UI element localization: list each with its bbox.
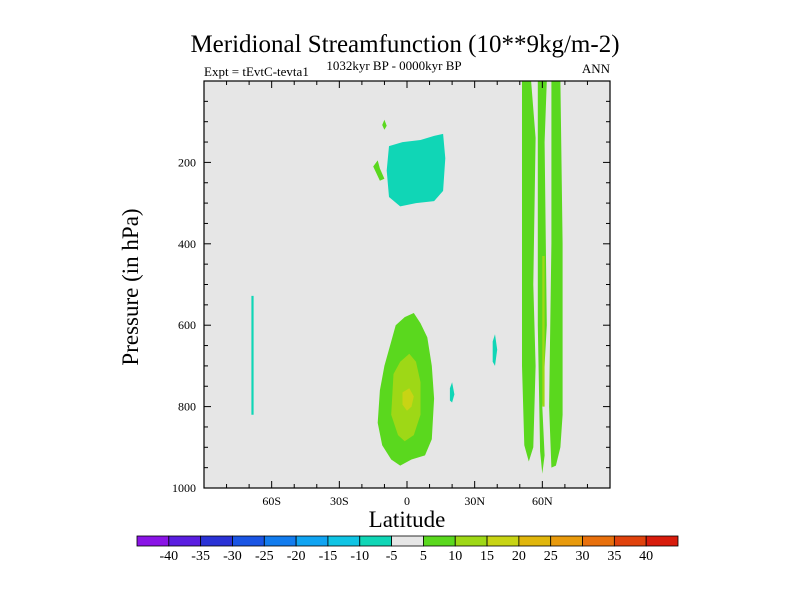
colorbar-swatch xyxy=(327,535,361,547)
chart-title: Meridional Streamfunction (10**9kg/m-2) xyxy=(190,31,619,58)
contour-region-nh-band-3-outer xyxy=(549,81,563,468)
colorbar-swatch xyxy=(613,535,647,547)
contour-region-northern-negative-strip-b xyxy=(449,382,455,403)
x-tick-label: 30S xyxy=(330,494,349,508)
colorbar-label: 30 xyxy=(576,549,590,564)
y-tick-label: 1000 xyxy=(172,481,196,495)
colorbar-swatch xyxy=(423,535,456,547)
colorbar-swatch xyxy=(136,535,170,547)
colorbar-swatch xyxy=(582,535,615,547)
contour-region-upper-south-positive-b xyxy=(382,119,387,130)
colorbar-label: 25 xyxy=(544,549,558,564)
colorbar-label: -35 xyxy=(191,549,210,564)
colorbar-label: -30 xyxy=(223,549,242,564)
colorbar-label: 40 xyxy=(639,549,653,564)
experiment-label: Expt = tEvtC-tevta1 xyxy=(204,64,309,79)
contour-region-upper-south-positive-a xyxy=(373,160,385,181)
colorbar-label: 20 xyxy=(512,549,526,564)
colorbar-swatch xyxy=(200,535,233,547)
colorbar-label: 5 xyxy=(420,549,427,564)
season-label: ANN xyxy=(582,61,611,76)
time-range-label: 1032kyr BP - 0000kyr BP xyxy=(326,58,461,73)
colorbar-swatch xyxy=(518,535,552,547)
colorbar-swatch xyxy=(295,535,329,547)
colorbar-swatch xyxy=(359,535,392,547)
contour-region-tropical-positive-core xyxy=(402,388,414,411)
x-tick-label: 30N xyxy=(464,494,485,508)
contour-region-nh-band-2-core xyxy=(542,256,545,407)
y-tick-label: 200 xyxy=(178,155,196,169)
y-tick-label: 400 xyxy=(178,237,196,251)
colorbar-swatch xyxy=(454,535,488,547)
y-axis-title: Pressure (in hPa) xyxy=(118,208,143,365)
colorbar: -40 -35 -30 -25 -20 -15 -10 -5 5 10 15 20 25 30 35 40 xyxy=(136,535,679,564)
contour-region-northern-negative-strip-a xyxy=(492,334,498,366)
x-tick-label: 60S xyxy=(262,494,281,508)
y-tick-label: 600 xyxy=(178,318,196,332)
colorbar-label: -5 xyxy=(386,549,398,564)
colorbar-label: -10 xyxy=(350,549,369,564)
contour-regions xyxy=(251,81,563,474)
colorbar-swatch xyxy=(391,535,424,547)
contour-region-southern-negative-band xyxy=(251,295,254,415)
contour-region-nh-band-1-outer xyxy=(522,81,536,462)
x-axis-title: Latitude xyxy=(369,507,446,532)
colorbar-swatch xyxy=(168,535,202,547)
x-tick-label: 60N xyxy=(532,494,553,508)
axis-ticks: 60S 30S 0 30N 60N 200 400 600 800 1000 xyxy=(172,81,610,508)
colorbar-label: -15 xyxy=(319,549,338,564)
colorbar-swatch xyxy=(263,535,297,547)
colorbar-swatch xyxy=(550,535,583,547)
colorbar-label: 35 xyxy=(607,549,621,564)
colorbar-swatch xyxy=(486,535,520,547)
colorbar-swatch xyxy=(645,535,679,547)
colorbar-label: 15 xyxy=(480,549,494,564)
colorbar-swatch xyxy=(232,535,265,547)
x-tick-label: 0 xyxy=(404,494,410,508)
y-tick-label: 800 xyxy=(178,400,196,414)
colorbar-label: -40 xyxy=(159,549,178,564)
colorbar-label: -25 xyxy=(255,549,274,564)
colorbar-label: 10 xyxy=(448,549,462,564)
contour-region-upper-tropics-negative xyxy=(386,133,446,207)
colorbar-label: -20 xyxy=(287,549,306,564)
